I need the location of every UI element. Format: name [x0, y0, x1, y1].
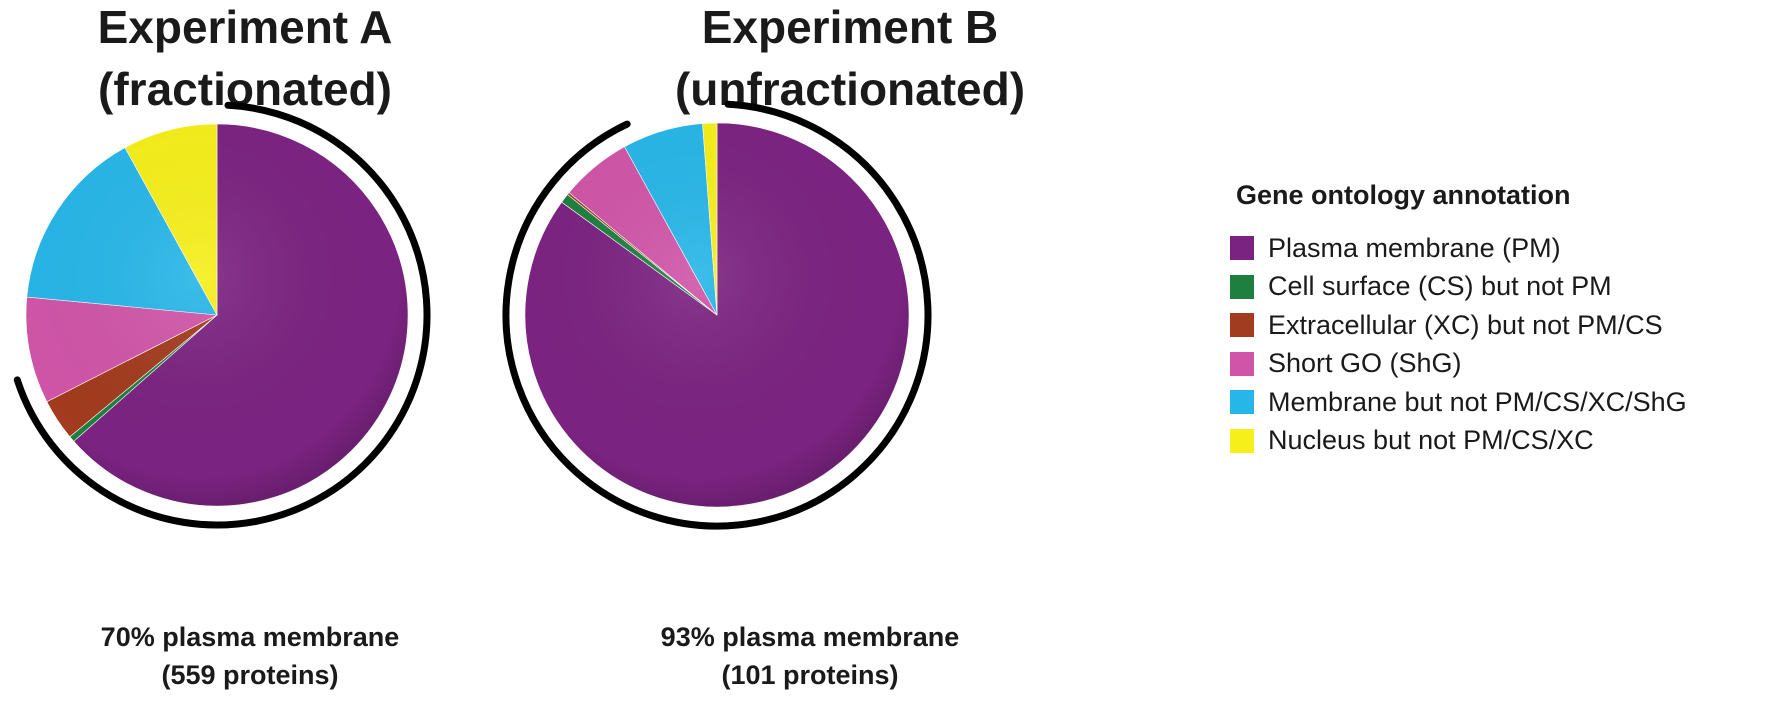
pie-chart-b: [502, 100, 932, 530]
pie-chart-a: [13, 101, 431, 529]
legend-item: Extracellular (XC) but not PM/CS: [1230, 306, 1687, 345]
legend-item: Plasma membrane (PM): [1230, 229, 1687, 268]
pm-bracket-arc: [13, 101, 431, 529]
caption-a: 70% plasma membrane (559 proteins): [40, 618, 460, 694]
legend-swatch: [1230, 274, 1254, 299]
chart-title-a-line1: Experiment A: [97, 1, 393, 53]
pm-bracket-arc: [502, 100, 932, 530]
legend-label: Short GO (ShG): [1268, 348, 1462, 379]
legend-swatch: [1230, 351, 1254, 376]
legend-swatch: [1230, 236, 1254, 261]
legend-label: Extracellular (XC) but not PM/CS: [1268, 309, 1663, 340]
caption-b-line1: 93% plasma membrane: [660, 622, 960, 652]
legend-title: Gene ontology annotation: [1236, 180, 1571, 210]
legend-swatch: [1230, 428, 1254, 453]
caption-a-line1: 70% plasma membrane: [100, 622, 400, 652]
caption-b-line2: (101 proteins): [721, 660, 899, 690]
chart-title-a: Experiment A (fractionated): [0, 0, 490, 120]
pie-shading: [26, 124, 408, 506]
legend-label: Nucleus but not PM/CS/XC: [1268, 425, 1594, 456]
legend-items: Plasma membrane (PM) Cell surface (CS) bu…: [1230, 229, 1687, 460]
legend-item: Membrane but not PM/CS/XC/ShG: [1230, 383, 1687, 422]
legend-label: Plasma membrane (PM): [1268, 232, 1561, 263]
legend-item: Nucleus but not PM/CS/XC: [1230, 422, 1687, 461]
legend-swatch: [1230, 390, 1254, 415]
legend-label: Membrane but not PM/CS/XC/ShG: [1268, 386, 1687, 417]
legend-item: Short GO (ShG): [1230, 345, 1687, 384]
caption-b: 93% plasma membrane (101 proteins): [600, 618, 1020, 694]
pie-shading: [525, 123, 909, 507]
legend-item: Cell surface (CS) but not PM: [1230, 268, 1687, 307]
legend: Gene ontology annotation Plasma membrane…: [1230, 180, 1687, 460]
legend-label: Cell surface (CS) but not PM: [1268, 271, 1612, 302]
legend-swatch: [1230, 313, 1254, 338]
chart-title-b-line1: Experiment B: [701, 1, 999, 53]
caption-a-line2: (559 proteins): [161, 660, 339, 690]
